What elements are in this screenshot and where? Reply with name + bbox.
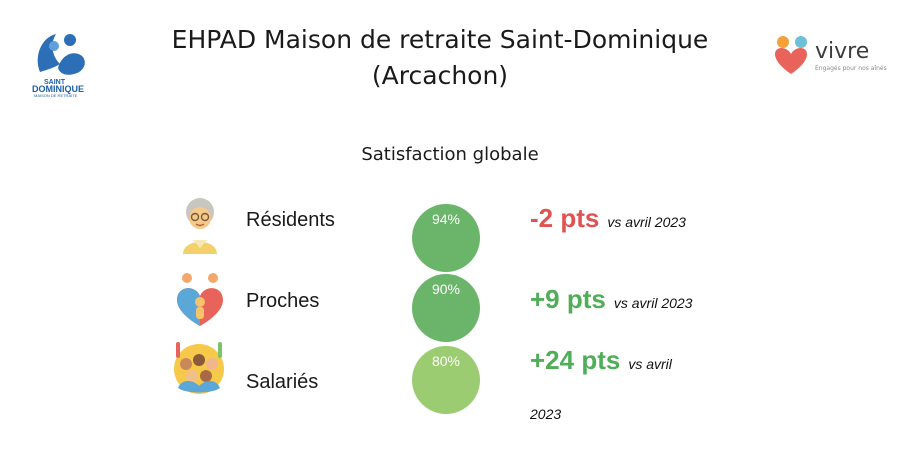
saint-dominique-logo: SAINT DOMINIQUE MAISON DE RETRAITE <box>30 28 98 100</box>
row-label-proches: Proches <box>246 290 320 312</box>
delta-value-proches: +9 pts <box>530 284 606 314</box>
score-value-residents: 94% <box>431 211 461 227</box>
vivre-logo: vivre Engagés pour nos aînés <box>771 32 891 78</box>
delta-value-salaries: +24 pts <box>530 345 621 375</box>
svg-text:MAISON DE RETRAITE: MAISON DE RETRAITE <box>34 93 78 98</box>
delta-proches: +9 pts vs avril 2023 <box>530 284 692 315</box>
score-circle-proches: 90% <box>412 274 480 342</box>
svg-text:DOMINIQUE: DOMINIQUE <box>32 84 84 94</box>
score-value-salaries: 80% <box>431 353 461 369</box>
score-circle-salaries: 80% <box>412 346 480 414</box>
delta-salaries: +24 pts vs avril <box>530 345 672 376</box>
score-circle-residents: 94% <box>412 204 480 272</box>
svg-text:Engagés pour nos aînés: Engagés pour nos aînés <box>815 65 887 72</box>
svg-text:vivre: vivre <box>815 39 869 64</box>
title-line-2: (Arcachon) <box>371 61 509 90</box>
delta-comparison-proches: vs avril 2023 <box>613 295 693 311</box>
page-title: EHPAD Maison de retraite Saint-Dominique… <box>170 22 710 94</box>
delta-residents: -2 pts vs avril 2023 <box>530 203 686 234</box>
score-value-proches: 90% <box>431 281 461 297</box>
title-line-1: EHPAD Maison de retraite Saint-Dominique <box>171 25 709 54</box>
delta-value-residents: -2 pts <box>530 203 600 233</box>
team-crowd-icon <box>172 338 224 396</box>
delta-comparison-residents: vs avril 2023 <box>607 214 686 230</box>
delta-comparison-salaries-line1: vs avril <box>628 356 672 372</box>
delta-comparison-salaries-line2: 2023 <box>530 406 562 422</box>
row-label-salaries: Salariés <box>246 371 319 393</box>
elderly-woman-icon <box>175 196 225 254</box>
row-label-residents: Résidents <box>246 209 335 231</box>
section-title: Satisfaction globale <box>361 144 539 165</box>
svg-text:SAINT: SAINT <box>44 79 66 86</box>
family-heart-icon <box>175 272 225 330</box>
